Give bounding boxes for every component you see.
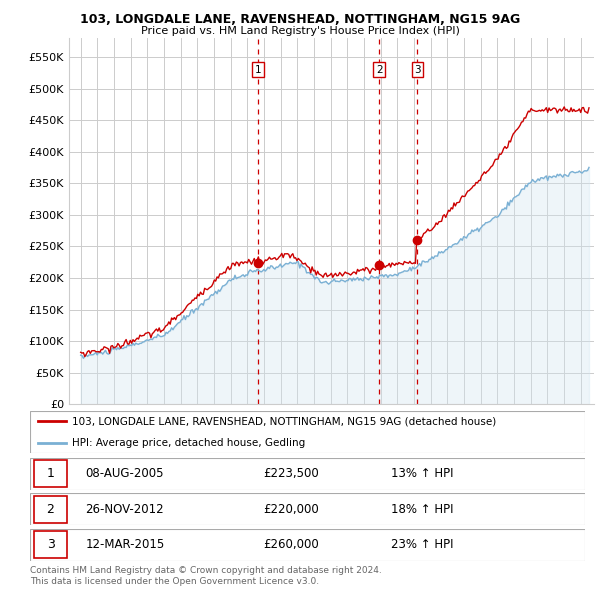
Text: 1: 1 (254, 65, 261, 75)
Text: 103, LONGDALE LANE, RAVENSHEAD, NOTTINGHAM, NG15 9AG: 103, LONGDALE LANE, RAVENSHEAD, NOTTINGH… (80, 13, 520, 26)
Bar (34, 531, 67, 558)
Text: £223,500: £223,500 (263, 467, 319, 480)
Text: HPI: Average price, detached house, Gedling: HPI: Average price, detached house, Gedl… (71, 438, 305, 447)
Text: 3: 3 (414, 65, 421, 75)
Text: 23% ↑ HPI: 23% ↑ HPI (391, 538, 453, 551)
Text: £260,000: £260,000 (263, 538, 319, 551)
Text: 1: 1 (47, 467, 55, 480)
Text: 3: 3 (47, 538, 55, 551)
Text: £220,000: £220,000 (263, 503, 319, 516)
Bar (34, 460, 67, 487)
Text: 2: 2 (47, 503, 55, 516)
Text: Contains HM Land Registry data © Crown copyright and database right 2024.: Contains HM Land Registry data © Crown c… (30, 566, 382, 575)
Text: 26-NOV-2012: 26-NOV-2012 (86, 503, 164, 516)
Text: 13% ↑ HPI: 13% ↑ HPI (391, 467, 453, 480)
Text: 103, LONGDALE LANE, RAVENSHEAD, NOTTINGHAM, NG15 9AG (detached house): 103, LONGDALE LANE, RAVENSHEAD, NOTTINGH… (71, 417, 496, 426)
Text: This data is licensed under the Open Government Licence v3.0.: This data is licensed under the Open Gov… (30, 577, 319, 586)
Text: 12-MAR-2015: 12-MAR-2015 (86, 538, 165, 551)
Text: 18% ↑ HPI: 18% ↑ HPI (391, 503, 453, 516)
Text: 08-AUG-2005: 08-AUG-2005 (86, 467, 164, 480)
Text: 2: 2 (376, 65, 383, 75)
Bar (34, 496, 67, 523)
Text: Price paid vs. HM Land Registry's House Price Index (HPI): Price paid vs. HM Land Registry's House … (140, 26, 460, 36)
